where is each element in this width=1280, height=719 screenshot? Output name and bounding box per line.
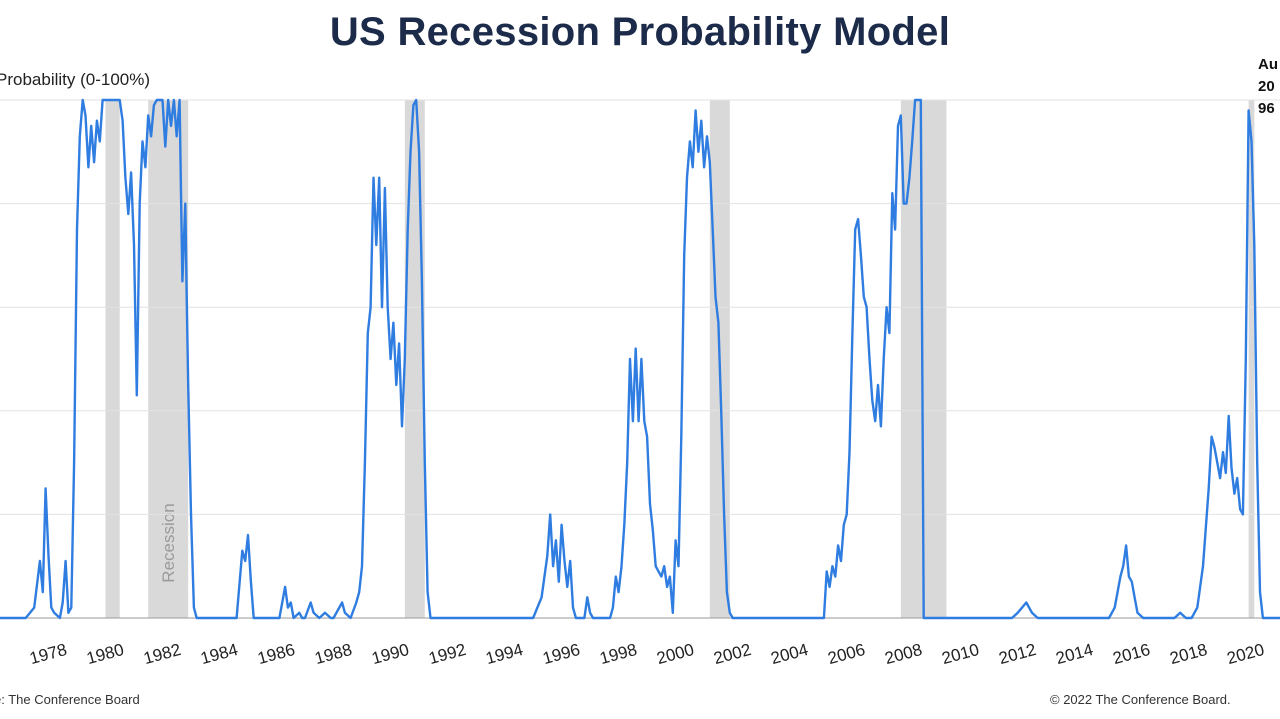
- x-tick-label: 1994: [484, 640, 525, 668]
- x-tick-label: 1988: [313, 640, 354, 668]
- annotation-line-3: 96: [1258, 100, 1275, 117]
- copyright-note: © 2022 The Conference Board.: [1050, 692, 1231, 707]
- series-line: [0, 98, 1280, 620]
- recession-band: [404, 100, 425, 618]
- x-tick-label: 1992: [427, 640, 468, 668]
- source-note: e: The Conference Board: [0, 692, 140, 707]
- x-tick-label: 1986: [256, 640, 297, 668]
- x-tick-label: 2006: [826, 640, 867, 668]
- x-tick-label: 2018: [1168, 640, 1209, 668]
- annotation-line-2: 20: [1258, 78, 1275, 95]
- x-tick-label: 2004: [769, 640, 810, 668]
- x-tick-label: 2000: [655, 640, 696, 668]
- x-tick-label: 2008: [883, 640, 924, 668]
- x-tick-label: 1998: [598, 640, 639, 668]
- x-tick-label: 1990: [370, 640, 411, 668]
- annotation-line-1: Au: [1258, 56, 1278, 73]
- series-layer: [0, 98, 1280, 620]
- x-tick-labels: 1978 1980 1982 1984 1986 1988 1990 1992 1994 1996…: [27, 640, 1266, 668]
- x-tick-label: 2010: [940, 640, 981, 668]
- x-tick-label: 1984: [199, 640, 240, 668]
- x-tick-label: 2012: [997, 640, 1038, 668]
- x-tick-label: 2002: [712, 640, 753, 668]
- recession-label: Recession: [159, 503, 178, 582]
- y-axis-label: Probability (0-100%): [0, 70, 151, 89]
- x-tick-label: 1980: [84, 640, 125, 668]
- x-tick-label: 1978: [27, 640, 68, 668]
- x-tick-label: 2020: [1225, 640, 1266, 668]
- x-tick-label: 2016: [1111, 640, 1152, 668]
- x-tick-label: 1996: [541, 640, 582, 668]
- recession-band: [1248, 100, 1255, 618]
- x-tick-label: 1982: [142, 640, 183, 668]
- annotation-callout: Au 20 96: [1258, 54, 1278, 120]
- chart-title: US Recession Probability Model: [329, 10, 951, 54]
- x-tick-label: 2014: [1054, 640, 1095, 668]
- recession-band: [105, 100, 120, 618]
